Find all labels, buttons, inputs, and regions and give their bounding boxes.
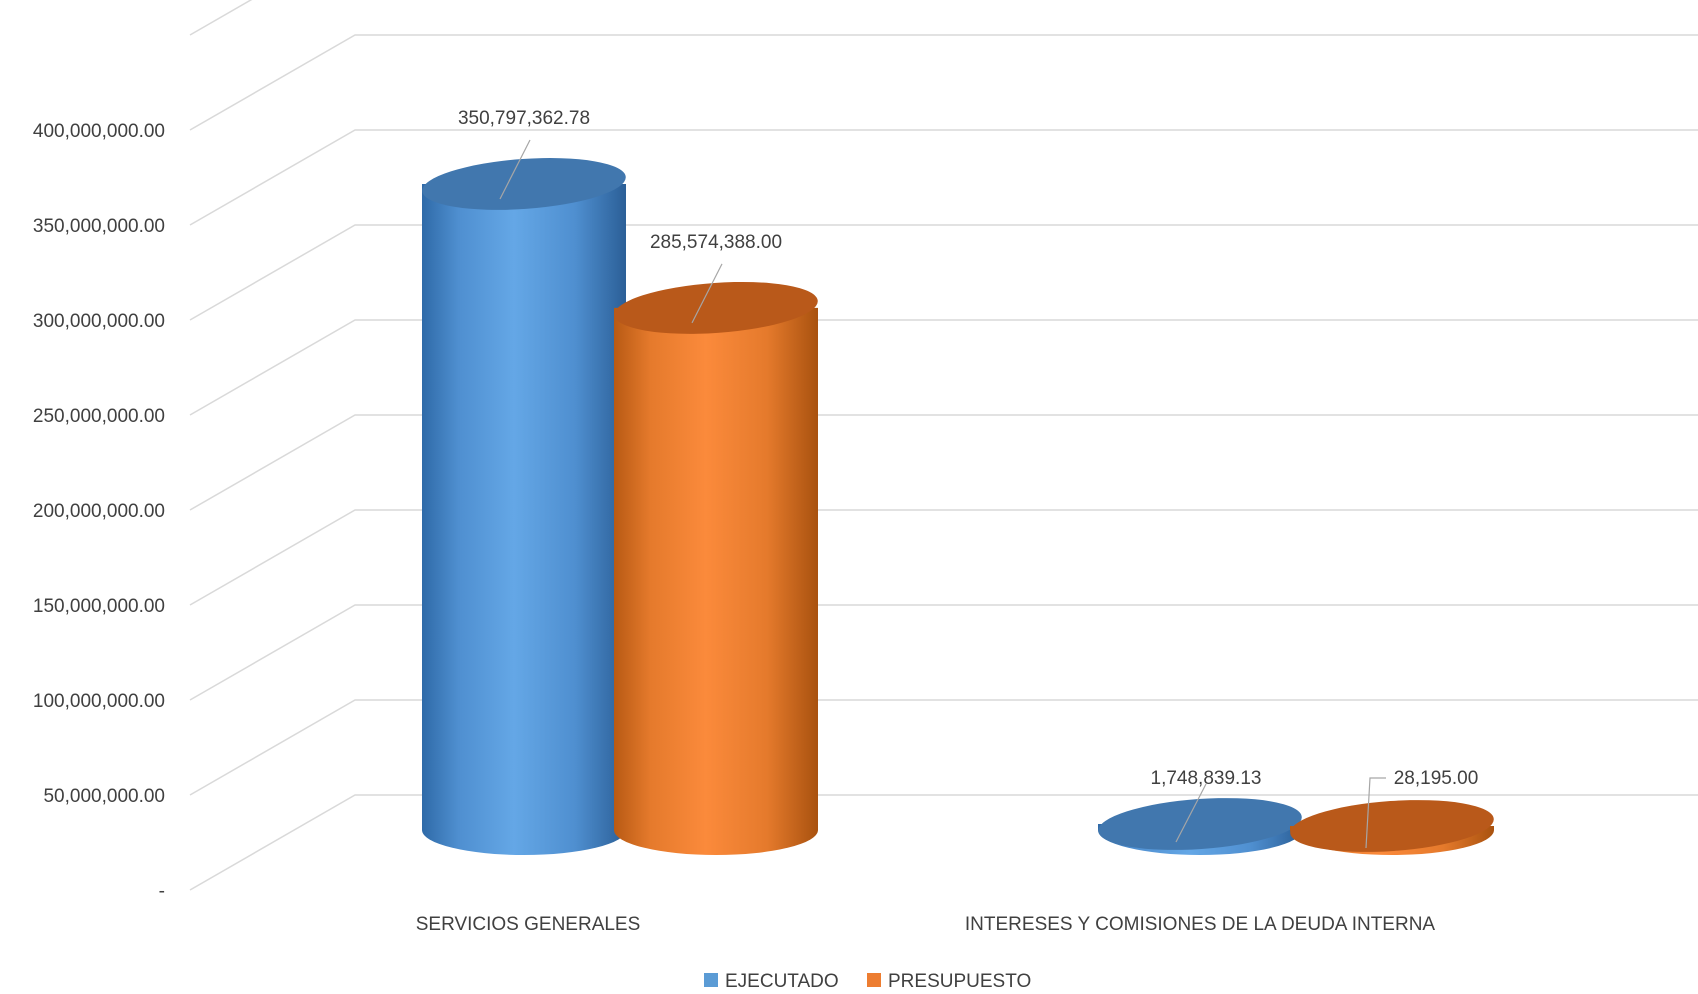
gridline	[189, 0, 253, 36]
gridline	[189, 34, 1698, 131]
y-tick-label: 350,000,000.00	[33, 216, 165, 237]
y-tick-label: 100,000,000.00	[33, 691, 165, 712]
bar-ejecutado-intereses-comisiones	[1098, 798, 1302, 855]
legend-swatch	[704, 973, 718, 987]
legend: EJECUTADO PRESUPUESTO	[704, 971, 1031, 992]
bar-top	[1098, 798, 1302, 850]
y-axis-tick-labels: - 50,000,000.00 100,000,000.00 150,000,000.…	[33, 121, 165, 902]
y-tick-label: 150,000,000.00	[33, 596, 165, 617]
y-tick-label: 400,000,000.00	[33, 121, 165, 142]
y-tick-label: 300,000,000.00	[33, 311, 165, 332]
category-labels: SERVICIOS GENERALES INTERESES Y COMISIONE…	[416, 914, 1436, 935]
data-labels: 350,797,362.78 285,574,388.00 1,748,839.13…	[458, 108, 1479, 849]
legend-swatch	[867, 973, 881, 987]
y-tick-label: 50,000,000.00	[43, 786, 165, 807]
category-label: SERVICIOS GENERALES	[416, 914, 641, 935]
bars	[422, 158, 1494, 856]
bar-top	[1290, 800, 1494, 852]
y-tick-label: -	[159, 881, 165, 902]
bar-presupuesto-servicios-generales	[614, 281, 818, 855]
data-label-leader	[1175, 783, 1207, 843]
data-label: 350,797,362.78	[458, 108, 590, 129]
data-label-leader	[691, 263, 723, 324]
bar-body	[422, 183, 626, 856]
data-label-leader	[1365, 777, 1386, 849]
gridline	[189, 604, 1698, 701]
bar-ejecutado-servicios-generales	[422, 158, 626, 856]
data-label: 28,195.00	[1394, 768, 1479, 789]
gridline	[189, 509, 1698, 606]
y-tick-label: 200,000,000.00	[33, 501, 165, 522]
bar-presupuesto-intereses-comisiones	[1290, 800, 1494, 855]
bar-top	[614, 281, 818, 334]
gridline	[189, 699, 1698, 796]
gridline	[189, 319, 1698, 416]
data-label: 285,574,388.00	[650, 232, 782, 253]
bar-top	[422, 158, 626, 210]
category-label: INTERESES Y COMISIONES DE LA DEUDA INTER…	[965, 914, 1436, 935]
gridline	[189, 224, 1698, 321]
legend-label: PRESUPUESTO	[888, 971, 1031, 992]
data-label: 1,748,839.13	[1151, 768, 1262, 789]
gridline	[189, 414, 1698, 511]
gridline	[189, 794, 1698, 891]
gridlines	[189, 0, 1698, 891]
y-tick-label: 250,000,000.00	[33, 406, 165, 427]
legend-label: EJECUTADO	[725, 971, 839, 992]
gridline	[189, 129, 1698, 226]
data-label-leader	[499, 139, 531, 200]
bar-body	[614, 307, 818, 855]
